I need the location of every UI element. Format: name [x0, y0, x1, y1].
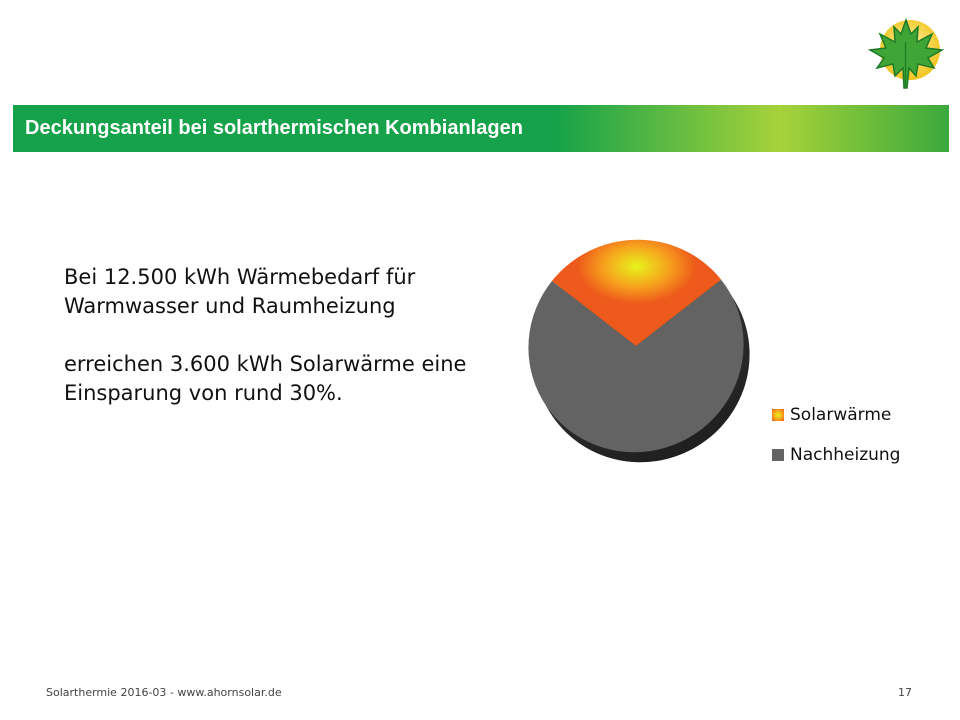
legend-label-nachheizung: Nachheizung: [790, 445, 901, 465]
maple-leaf-sun-logo: [862, 12, 948, 98]
paragraph-2-line-2: Einsparung von rund 30%.: [64, 381, 343, 405]
page-number: 17: [898, 686, 912, 699]
pie-chart-svg: [528, 239, 750, 463]
legend-item-solarwaerme: Solarwärme: [772, 404, 900, 426]
pie-slices: [528, 239, 744, 453]
paragraph-2-line-1: erreichen 3.600 kWh Solarwärme eine: [64, 352, 467, 376]
pie-slice-nachheizung: [528, 279, 744, 453]
legend-swatch-nachheizung: [772, 449, 784, 461]
pie-chart: [520, 232, 760, 482]
paragraph-2: erreichen 3.600 kWh Solarwärme eine Eins…: [64, 350, 504, 408]
chart-legend: Solarwärme Nachheizung: [772, 404, 900, 484]
pie-slice-solarwaerme: [551, 239, 722, 346]
paragraph-1-line-1: Bei 12.500 kWh Wärmebedarf für: [64, 265, 416, 289]
paragraph-1-line-2: Warmwasser und Raumheizung: [64, 294, 396, 318]
legend-item-nachheizung: Nachheizung: [772, 444, 900, 466]
footer-source: Solarthermie 2016-03 - www.ahornsolar.de: [46, 686, 282, 699]
paragraph-1: Bei 12.500 kWh Wärmebedarf für Warmwasse…: [64, 263, 504, 321]
legend-label-solarwaerme: Solarwärme: [790, 405, 892, 425]
legend-swatch-solarwaerme: [772, 409, 784, 421]
title-bar: Deckungsanteil bei solarthermischen Komb…: [13, 105, 949, 152]
page-title: Deckungsanteil bei solarthermischen Komb…: [25, 117, 523, 139]
body-text: Bei 12.500 kWh Wärmebedarf für Warmwasse…: [64, 263, 504, 408]
